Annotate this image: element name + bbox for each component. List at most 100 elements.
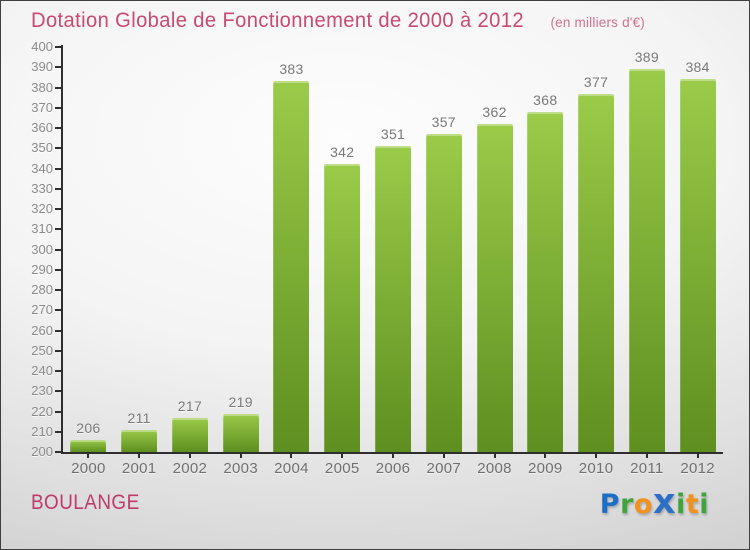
bar-2010 — [578, 93, 615, 452]
y-axis-tick — [55, 451, 62, 453]
x-axis-tick — [392, 454, 394, 458]
y-tick-label: 240 — [31, 363, 53, 378]
bar-value-label: 217 — [177, 397, 203, 414]
bar-value-label: 368 — [533, 91, 558, 108]
y-axis-tick — [55, 228, 62, 231]
x-axis-tick — [239, 454, 242, 458]
commune-name: BOULANGE — [31, 491, 140, 514]
bar-value-label: 206 — [76, 419, 101, 436]
y-tick-label: 270 — [31, 302, 53, 318]
logo-letter-t: t — [685, 489, 700, 520]
year-label: 2008 — [477, 460, 512, 477]
bar-value-label: 342 — [330, 144, 355, 161]
y-tick-label: 330 — [31, 180, 53, 196]
logo-letter-i: i — [676, 489, 686, 520]
logo-letter-r: r — [620, 489, 634, 520]
y-axis-line — [61, 45, 63, 454]
year-label: 2002 — [172, 460, 208, 477]
bar-2005 — [324, 164, 361, 452]
x-axis-tick — [493, 454, 496, 458]
chart-title: Dotation Globale de Fonctionnement de 20… — [31, 9, 524, 32]
y-tick-label: 260 — [31, 322, 53, 338]
x-axis-tick — [341, 454, 344, 458]
bar-2012 — [679, 79, 716, 452]
x-axis-tick — [595, 454, 598, 458]
bar-2000 — [70, 439, 107, 452]
logo-letter-o: o — [633, 489, 653, 520]
chart-header: Dotation Globale de Fonctionnement de 20… — [31, 9, 645, 33]
y-axis-tick — [55, 329, 62, 332]
y-axis-tick — [55, 248, 62, 251]
y-axis-tick — [55, 127, 62, 129]
bar-2011 — [628, 69, 665, 452]
bar-value-label: 357 — [431, 114, 456, 131]
logo-letter-i: i — [699, 489, 709, 520]
bar-value-label: 362 — [482, 103, 507, 120]
y-axis-tick — [55, 370, 62, 372]
x-axis-tick — [544, 454, 547, 458]
y-axis-tick — [55, 106, 62, 109]
x-axis-tick — [138, 454, 141, 458]
year-label: 2004 — [274, 460, 309, 477]
logo-letter-P: P — [599, 489, 621, 520]
x-axis-tick — [442, 454, 445, 458]
year-label: 2007 — [426, 460, 462, 477]
y-tick-label: 360 — [31, 120, 53, 135]
y-tick-label: 290 — [31, 261, 53, 277]
year-label: 2006 — [375, 460, 411, 477]
y-tick-label: 280 — [31, 282, 53, 297]
bar-2003 — [222, 413, 259, 452]
y-tick-label: 400 — [31, 39, 53, 54]
y-tick-label: 200 — [31, 444, 53, 459]
x-axis-tick — [645, 454, 648, 458]
y-axis-tick — [55, 187, 62, 190]
y-axis-tick — [55, 66, 62, 69]
bar-value-label: 377 — [583, 73, 609, 90]
y-tick-label: 370 — [31, 99, 53, 115]
y-tick-label: 380 — [31, 79, 53, 95]
y-tick-label: 300 — [31, 241, 53, 257]
x-axis-tick — [87, 454, 90, 458]
y-tick-label: 220 — [31, 403, 53, 419]
bar-value-label: 383 — [279, 61, 304, 78]
y-axis-tick — [55, 410, 62, 413]
y-tick-label: 390 — [31, 59, 53, 75]
y-tick-label: 350 — [31, 140, 53, 156]
y-axis-tick — [55, 390, 62, 393]
x-axis-tick — [290, 454, 293, 458]
x-axis-line — [61, 452, 723, 454]
year-label: 2011 — [630, 460, 664, 477]
year-label: 2010 — [578, 460, 614, 477]
bar-2004 — [273, 81, 310, 452]
year-label: 2012 — [680, 460, 715, 477]
bar-2001 — [121, 429, 158, 452]
y-tick-label: 250 — [31, 342, 53, 358]
y-axis-tick — [55, 147, 62, 150]
logo-letter-x: x — [652, 482, 677, 522]
y-tick-label: 230 — [31, 383, 53, 399]
proxiti-logo: Proxiti — [600, 483, 709, 524]
bar-value-label: 211 — [127, 409, 151, 426]
y-axis-tick — [55, 167, 62, 170]
y-axis-tick — [55, 268, 62, 271]
y-tick-label: 340 — [31, 160, 53, 176]
y-tick-label: 310 — [31, 221, 53, 237]
year-label: 2009 — [528, 460, 563, 477]
year-label: 2003 — [223, 460, 258, 477]
x-axis-tick — [696, 454, 699, 458]
y-axis-tick — [55, 46, 62, 48]
y-axis-tick — [55, 309, 62, 312]
y-axis-tick — [55, 208, 62, 210]
year-label: 2001 — [121, 460, 157, 477]
bar-2007 — [425, 134, 462, 452]
bar-value-label: 389 — [634, 49, 659, 66]
bar-2002 — [171, 417, 208, 452]
bar-2008 — [476, 123, 513, 452]
bar-value-label: 219 — [228, 393, 253, 410]
y-axis-tick — [55, 430, 62, 433]
bar-value-label: 351 — [380, 126, 406, 143]
x-axis-tick — [188, 454, 191, 458]
year-label: 2000 — [71, 460, 106, 477]
y-tick-label: 210 — [31, 423, 53, 439]
